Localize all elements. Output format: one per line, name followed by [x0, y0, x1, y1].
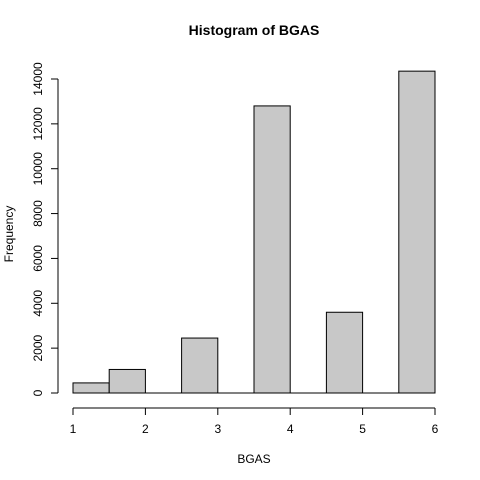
histogram-bar-7 [325, 311, 364, 394]
y-tick-label: 0 [31, 389, 45, 396]
y-tick-label: 10000 [31, 152, 45, 186]
histogram-bar-5 [253, 105, 291, 394]
y-axis: 0 2000 4000 6000 8000 10000 12000 14000 [31, 62, 59, 396]
histogram-bar-0 [72, 382, 110, 394]
y-axis-label: Frequency [2, 206, 16, 263]
x-axis: 1 2 3 4 5 6 [70, 407, 439, 436]
y-tick-label: 4000 [31, 290, 45, 317]
y-tick-label: 2000 [31, 334, 45, 361]
y-tick-label: 12000 [31, 107, 45, 141]
histogram-bar-3 [181, 337, 219, 394]
x-tick-label: 1 [70, 422, 77, 436]
histogram-bar-9 [398, 70, 436, 394]
x-tick-label: 6 [432, 422, 439, 436]
histogram-bar-1 [108, 368, 146, 394]
x-tick-label: 5 [359, 422, 366, 436]
chart-title: Histogram of BGAS [189, 22, 320, 38]
x-tick-label: 2 [142, 422, 149, 436]
y-tick-label: 8000 [31, 200, 45, 227]
x-axis-label: BGAS [237, 452, 270, 466]
y-tick-label: 14000 [31, 62, 45, 96]
x-tick-label: 4 [287, 422, 294, 436]
x-tick-label: 3 [214, 422, 221, 436]
bars-group [72, 70, 436, 394]
y-tick-label: 6000 [31, 245, 45, 272]
